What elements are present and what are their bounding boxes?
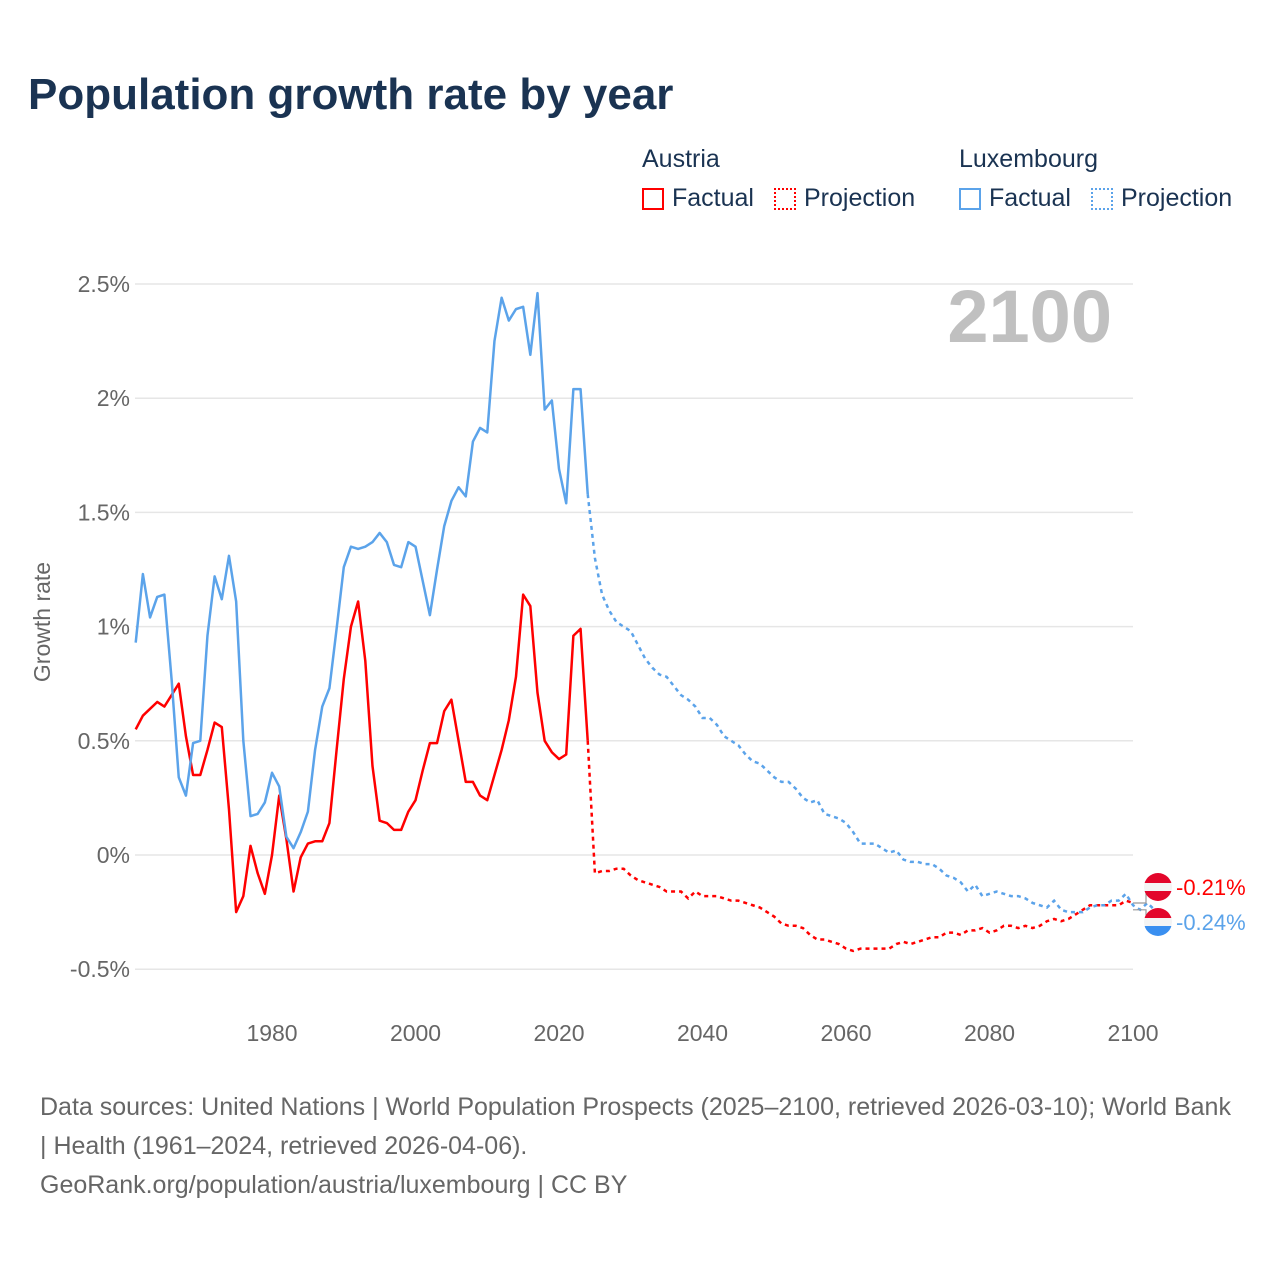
legend-austria-title: Austria [642,145,720,173]
legend-swatch-solid [959,187,981,210]
y-tick-label: 2% [97,385,130,411]
luxembourg-end-label: -0.24% [1176,910,1246,935]
legend-label: Factual [989,184,1071,212]
legend-luxembourg-title: Luxembourg [959,145,1098,173]
austria-factual-line [134,593,589,914]
x-tick-label: 2100 [1107,1020,1158,1046]
legend-swatch-solid [642,187,664,210]
legend-label: Factual [672,184,754,212]
data-sources: Data sources: United Nations | World Pop… [40,1093,1231,1160]
x-tick-label: 1980 [246,1020,297,1046]
label-connector [1133,887,1147,904]
credit: GeoRank.org/population/austria/luxembour… [40,1171,628,1199]
legend-swatch-dotted [1090,187,1113,210]
label-connector [1133,909,1147,922]
x-tick-label: 2000 [390,1020,441,1046]
y-tick-label: 1% [97,614,130,640]
legend-luxembourg-factual[interactable]: Factual [959,184,1071,213]
x-tick-label: 2020 [533,1020,584,1046]
y-tick-label: 2.5% [78,271,130,297]
x-tick-label: 2040 [677,1020,728,1046]
plot-area: -0.5% 0% 0.5% 1% 1.5% 2% 2.5% 1980 2000 2020 2040 2… [29,271,1246,1046]
luxembourg-factual-line [134,291,589,850]
y-tick-label: 0.5% [78,728,130,754]
legend-luxembourg-projection[interactable]: Projection [1090,184,1233,213]
luxembourg-flag-icon [1144,908,1172,936]
austria-flag-icon [1144,873,1172,901]
y-tick-label: 0% [97,842,130,868]
legend-austria: Austria Factual Projection [642,145,929,213]
footer: Data sources: United Nations | World Pop… [40,1088,1240,1205]
y-tick-label: -0.5% [70,956,130,982]
y-tick-label: 1.5% [78,499,130,525]
legend-swatch-dotted [773,187,796,210]
chart-title: Population growth rate by year [28,70,674,119]
x-tick-label: 2060 [820,1020,871,1046]
legend-austria-factual[interactable]: Factual [642,184,754,213]
x-tick-label: 2080 [964,1020,1015,1046]
austria-end-label: -0.21% [1176,875,1246,900]
luxembourg-projection-line [586,493,1162,914]
legend-label: Projection [803,184,916,212]
legend-label: Projection [1120,184,1233,212]
year-watermark: 2100 [947,275,1112,358]
y-axis-label: Growth rate [29,562,55,682]
austria-projection-line [586,740,1134,953]
legend-luxembourg: Luxembourg Factual Projection [959,145,1246,213]
legend-austria-projection[interactable]: Projection [773,184,916,213]
